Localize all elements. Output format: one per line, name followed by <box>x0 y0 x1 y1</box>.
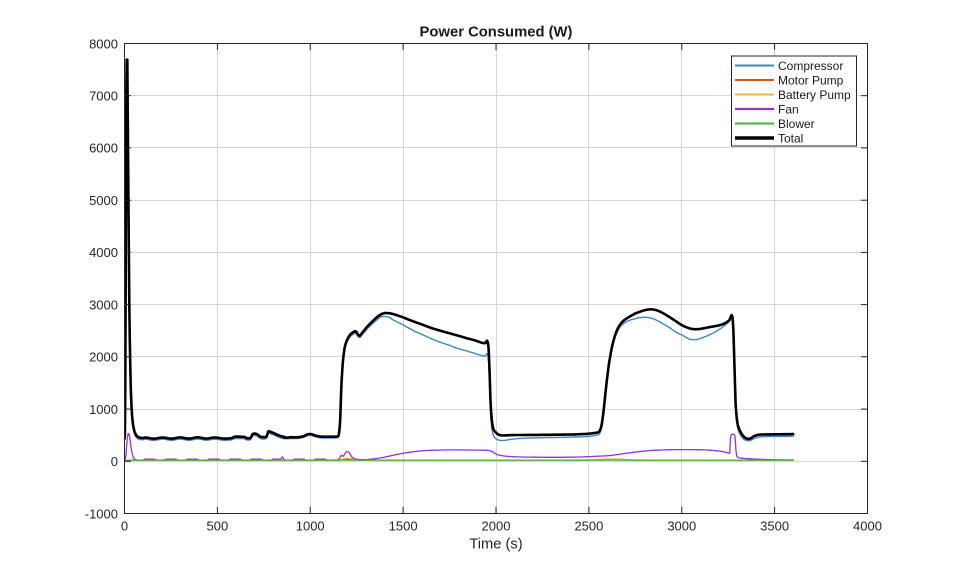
svg-text:Motor Pump: Motor Pump <box>778 73 844 87</box>
svg-text:3000: 3000 <box>667 519 696 534</box>
svg-text:7000: 7000 <box>89 89 118 104</box>
svg-text:1500: 1500 <box>389 519 418 534</box>
svg-text:Power Consumed (W): Power Consumed (W) <box>420 25 573 41</box>
svg-text:0: 0 <box>111 454 118 469</box>
svg-text:1000: 1000 <box>89 402 118 417</box>
svg-text:-1000: -1000 <box>85 506 118 521</box>
svg-text:0: 0 <box>121 519 128 534</box>
svg-text:3000: 3000 <box>89 297 118 312</box>
svg-text:2000: 2000 <box>482 519 511 534</box>
svg-text:2500: 2500 <box>574 519 603 534</box>
svg-text:4000: 4000 <box>89 245 118 260</box>
svg-text:1000: 1000 <box>296 519 325 534</box>
svg-text:500: 500 <box>207 519 229 534</box>
svg-text:Total: Total <box>778 131 803 145</box>
svg-text:Compressor: Compressor <box>778 59 843 73</box>
svg-text:4000: 4000 <box>853 519 882 534</box>
svg-text:8000: 8000 <box>89 36 118 51</box>
svg-text:Fan: Fan <box>778 102 799 116</box>
svg-text:3500: 3500 <box>760 519 789 534</box>
svg-text:Battery Pump: Battery Pump <box>778 88 851 102</box>
svg-text:2000: 2000 <box>89 350 118 365</box>
svg-text:Time (s): Time (s) <box>469 537 522 553</box>
svg-text:5000: 5000 <box>89 193 118 208</box>
svg-text:Blower: Blower <box>778 117 815 131</box>
svg-text:6000: 6000 <box>89 141 118 156</box>
